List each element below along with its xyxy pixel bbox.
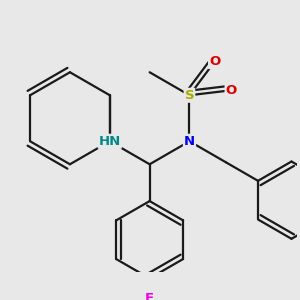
Text: HN: HN <box>99 135 121 148</box>
Text: O: O <box>209 55 220 68</box>
Text: N: N <box>184 135 195 148</box>
Text: O: O <box>226 84 237 97</box>
Text: S: S <box>185 89 194 102</box>
Text: F: F <box>145 292 154 300</box>
